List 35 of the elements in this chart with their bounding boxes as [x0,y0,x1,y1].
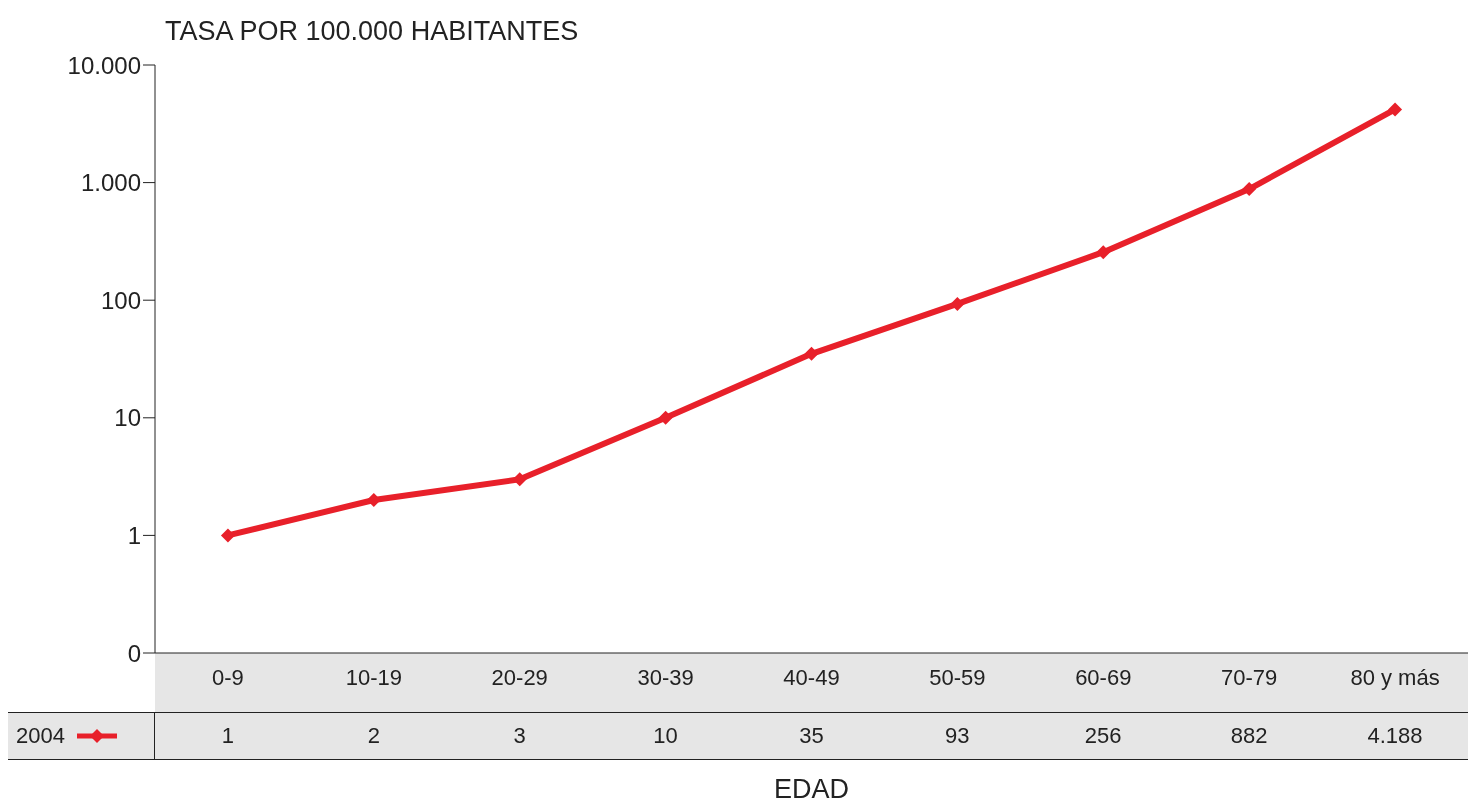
x-tick-label: 80 y más [1350,664,1440,690]
point [1388,102,1403,117]
x-tick-label: 10-19 [345,664,402,690]
y-tick-label: 10.000 [67,51,141,79]
data-label: 256 [1083,722,1123,750]
point [1096,245,1111,260]
y-tick-label: 1.000 [80,169,141,197]
y-tick-label: 10 [114,404,141,432]
data-label: 1 [220,722,236,750]
x-tick-label: 0-9 [212,664,244,690]
x-tick-label: 20-29 [491,664,548,690]
x-axis-title: EDAD [773,774,850,805]
x-tick-label: 30-39 [637,664,694,690]
point [1242,182,1257,197]
x-tick-label: 50-59 [929,664,986,690]
x-tick-label: 70-79 [1221,664,1278,690]
point [366,493,381,507]
data-label: 10 [652,722,679,750]
data-label: 882 [1229,722,1269,750]
y-tick-label: 0 [127,639,141,667]
data-label: 3 [512,722,527,750]
point [804,346,819,361]
legend-label: 2004 [16,723,65,749]
data-label: 4.188 [1366,722,1424,750]
data-label: 35 [798,722,825,750]
point [220,528,235,543]
y-axis-title: TASA POR 100.000 HABITANTES [165,16,579,47]
x-tick-label: 40-49 [783,664,840,690]
point [950,296,965,311]
y-tick-label: 100 [100,286,141,314]
y-tick-label: 1 [127,521,141,549]
data-label: 2 [366,722,381,750]
point [658,410,673,425]
x-tick-label: 60-69 [1075,664,1132,690]
data-label: 93 [944,722,971,750]
